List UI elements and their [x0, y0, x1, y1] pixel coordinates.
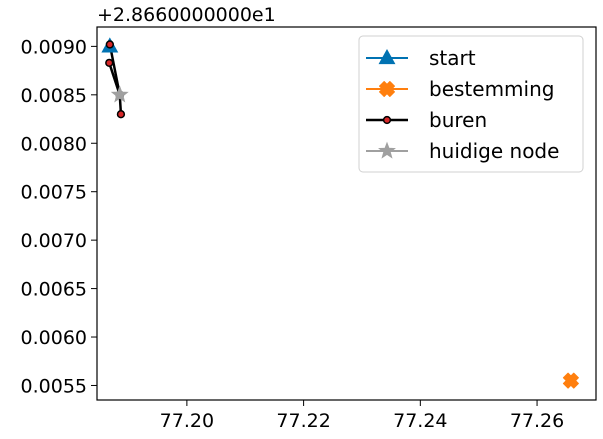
plot-marks [101, 37, 579, 389]
legend-marker-huidige-node [378, 141, 396, 159]
x-tick-label: 77.20 [160, 410, 214, 432]
y-tick-label: 0.0065 [21, 279, 87, 301]
legend-label-huidige-node: huidige node [429, 139, 559, 163]
x-axis: 77.20 77.22 77.24 77.26 [160, 400, 564, 432]
buren-point [105, 58, 114, 67]
y-tick-label: 0.0085 [21, 85, 87, 107]
y-tick-label: 0.0090 [21, 36, 87, 58]
legend-label-bestemming: bestemming [429, 77, 554, 101]
huidige-node-marker [110, 85, 129, 103]
y-offset-label: +2.8660000000e1 [97, 4, 276, 26]
y-tick-label: 0.0055 [21, 375, 87, 397]
y-tick-label: 0.0080 [21, 133, 87, 155]
legend-marker-bestemming [379, 81, 395, 97]
legend-label-start: start [429, 46, 476, 70]
buren-point [105, 40, 114, 49]
buren-point [116, 110, 126, 119]
x-tick-label: 77.26 [510, 410, 564, 432]
x-tick-label: 77.22 [276, 410, 330, 432]
legend-marker-start [378, 48, 396, 65]
legend-box [358, 35, 584, 173]
buren-line [108, 62, 121, 96]
x-tick-label: 77.24 [393, 410, 447, 432]
y-tick-label: 0.0070 [21, 230, 87, 252]
y-tick-label: 0.0075 [21, 182, 87, 204]
legend-marker-buren [382, 115, 392, 125]
legend: start bestemming buren huidige node [358, 35, 584, 173]
y-tick-label: 0.0060 [21, 327, 87, 349]
legend-markers [378, 48, 396, 159]
y-axis: 0.0055 0.0060 0.0065 0.0070 0.0075 0.0080 0.00… [21, 36, 97, 397]
legend-label-buren: buren [429, 108, 487, 132]
bestemming-marker [562, 372, 579, 389]
